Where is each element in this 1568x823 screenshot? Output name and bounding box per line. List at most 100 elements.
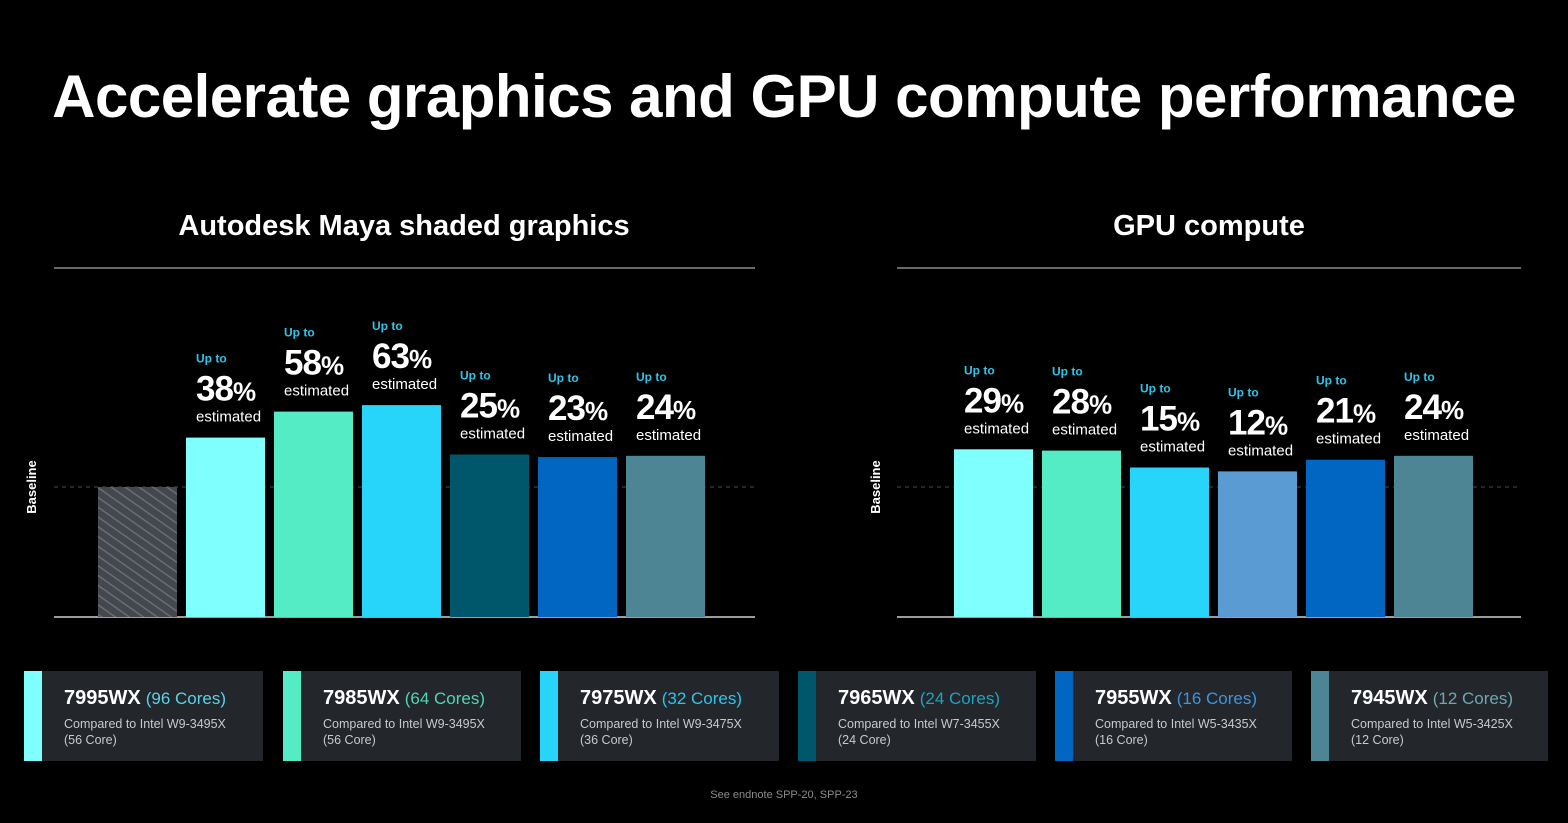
legend-model-name: 7965WX xyxy=(838,687,915,709)
data-label-prefix: Up to xyxy=(636,370,667,384)
data-label-unit: % xyxy=(321,351,344,381)
legend-compare: Compared to Intel W5-3435X (16 Core) xyxy=(1095,716,1257,748)
legend-model: 7955WX (16 Cores) xyxy=(1095,687,1257,710)
y-axis-label-baseline: Baseline xyxy=(24,460,39,513)
data-label-suffix: estimated xyxy=(196,409,261,426)
data-label-prefix: Up to xyxy=(1228,385,1259,399)
legend-swatch xyxy=(283,671,301,761)
data-label-number: 15 xyxy=(1140,400,1177,439)
legend-model: 7985WX (64 Cores) xyxy=(323,687,485,710)
data-label-prefix: Up to xyxy=(284,326,315,340)
legend-model: 7995WX (96 Cores) xyxy=(64,687,226,710)
legend-model-name: 7975WX xyxy=(580,687,657,709)
legend-compare-cores: (56 Core) xyxy=(64,733,117,747)
data-label-prefix: Up to xyxy=(196,352,227,366)
data-label-value: 63% xyxy=(372,337,432,376)
data-label-prefix: Up to xyxy=(1140,382,1171,396)
bar-7975wx xyxy=(1130,467,1209,617)
legend-compare-line: Compared to Intel W9-3495X xyxy=(323,717,485,731)
data-label-suffix: estimated xyxy=(1052,422,1117,439)
data-label-prefix: Up to xyxy=(372,319,403,333)
page-title: Accelerate graphics and GPU compute perf… xyxy=(52,63,1516,130)
bar-7995wx xyxy=(186,437,265,617)
legend-swatch xyxy=(1311,671,1329,761)
data-label-value: 24% xyxy=(636,388,696,427)
bar-7985wx xyxy=(274,411,353,617)
legend-compare-line: Compared to Intel W5-3435X xyxy=(1095,717,1257,731)
legend-swatch xyxy=(1055,671,1073,761)
data-label-prefix: Up to xyxy=(1404,370,1435,384)
data-label-number: 21 xyxy=(1316,392,1353,431)
data-label-value: 15% xyxy=(1140,400,1200,439)
chart-title-maya: Autodesk Maya shaded graphics xyxy=(178,210,630,242)
bar-7995wx xyxy=(954,449,1033,617)
legend-model: 7965WX (24 Cores) xyxy=(838,687,1000,710)
data-label-value: 24% xyxy=(1404,388,1464,427)
data-label-unit: % xyxy=(673,395,696,425)
legend-item-7965wx: 7965WX (24 Cores) Compared to Intel W7-34… xyxy=(798,671,1036,761)
legend-compare-line: Compared to Intel W7-3455X xyxy=(838,717,1000,731)
chart-title-gpu-compute: GPU compute xyxy=(1113,210,1305,242)
legend-swatch xyxy=(24,671,42,761)
legend-compare-cores: (56 Core) xyxy=(323,733,376,747)
legend-compare-line: Compared to Intel W5-3425X xyxy=(1351,717,1513,731)
data-label-suffix: estimated xyxy=(372,376,437,393)
legend-model-cores: (24 Cores) xyxy=(919,689,1001,708)
data-label-value: 38% xyxy=(196,370,256,409)
legend-compare-cores: (24 Core) xyxy=(838,733,891,747)
y-axis-label-baseline: Baseline xyxy=(868,460,883,513)
bar-7985wx xyxy=(1042,450,1121,617)
legend-model-cores: (64 Cores) xyxy=(404,689,486,708)
data-label-number: 24 xyxy=(636,388,674,427)
data-label-value: 28% xyxy=(1052,383,1112,422)
legend-model-name: 7985WX xyxy=(323,687,400,709)
legend-compare-cores: (12 Core) xyxy=(1351,733,1404,747)
data-label-prefix: Up to xyxy=(460,369,491,383)
legend-model-name: 7955WX xyxy=(1095,687,1172,709)
legend-model-cores: (16 Cores) xyxy=(1176,689,1258,708)
footnote: See endnote SPP-20, SPP-23 xyxy=(710,789,858,801)
data-label-suffix: estimated xyxy=(1316,431,1381,448)
data-label-suffix: estimated xyxy=(636,427,701,444)
data-label-number: 29 xyxy=(964,381,1001,420)
data-label-unit: % xyxy=(497,394,520,424)
legend-compare: Compared to Intel W7-3455X (24 Core) xyxy=(838,716,1000,748)
legend-model-cores: (96 Cores) xyxy=(145,689,227,708)
legend-model-cores: (32 Cores) xyxy=(661,689,743,708)
legend-model-name: 7945WX xyxy=(1351,687,1428,709)
data-label-unit: % xyxy=(1089,390,1112,420)
legend-model: 7945WX (12 Cores) xyxy=(1351,687,1513,710)
bar-7965wx xyxy=(450,454,529,617)
data-label-number: 38 xyxy=(196,370,233,409)
data-label-unit: % xyxy=(585,396,608,426)
data-label-suffix: estimated xyxy=(1228,442,1293,459)
data-label-value: 29% xyxy=(964,381,1024,420)
data-label-unit: % xyxy=(1441,395,1464,425)
legend-item-7945wx: 7945WX (12 Cores) Compared to Intel W5-34… xyxy=(1311,671,1548,761)
legend-compare: Compared to Intel W9-3475X (36 Core) xyxy=(580,716,742,748)
data-label-number: 63 xyxy=(372,337,409,376)
data-label-value: 25% xyxy=(460,387,520,426)
data-label-unit: % xyxy=(1001,388,1024,418)
legend-compare: Compared to Intel W9-3495X (56 Core) xyxy=(64,716,226,748)
data-label-suffix: estimated xyxy=(1140,439,1205,456)
bar-baseline xyxy=(98,487,177,617)
data-label-prefix: Up to xyxy=(964,363,995,377)
data-label-number: 24 xyxy=(1404,388,1442,427)
bar-7965wx xyxy=(1218,471,1297,617)
legend-model-cores: (12 Cores) xyxy=(1432,689,1514,708)
data-label-value: 23% xyxy=(548,389,608,428)
legend-compare-line: Compared to Intel W9-3475X xyxy=(580,717,742,731)
legend-compare: Compared to Intel W5-3425X (12 Core) xyxy=(1351,716,1513,748)
legend-item-7985wx: 7985WX (64 Cores) Compared to Intel W9-34… xyxy=(283,671,521,761)
legend-compare-cores: (36 Core) xyxy=(580,733,633,747)
legend-swatch xyxy=(798,671,816,761)
data-label-number: 28 xyxy=(1052,383,1089,422)
data-label-unit: % xyxy=(1265,410,1288,440)
legend-swatch xyxy=(540,671,558,761)
data-label-number: 25 xyxy=(460,387,497,426)
data-label-unit: % xyxy=(1353,399,1376,429)
data-label-unit: % xyxy=(233,377,256,407)
legend-compare-line: Compared to Intel W9-3495X xyxy=(64,717,226,731)
